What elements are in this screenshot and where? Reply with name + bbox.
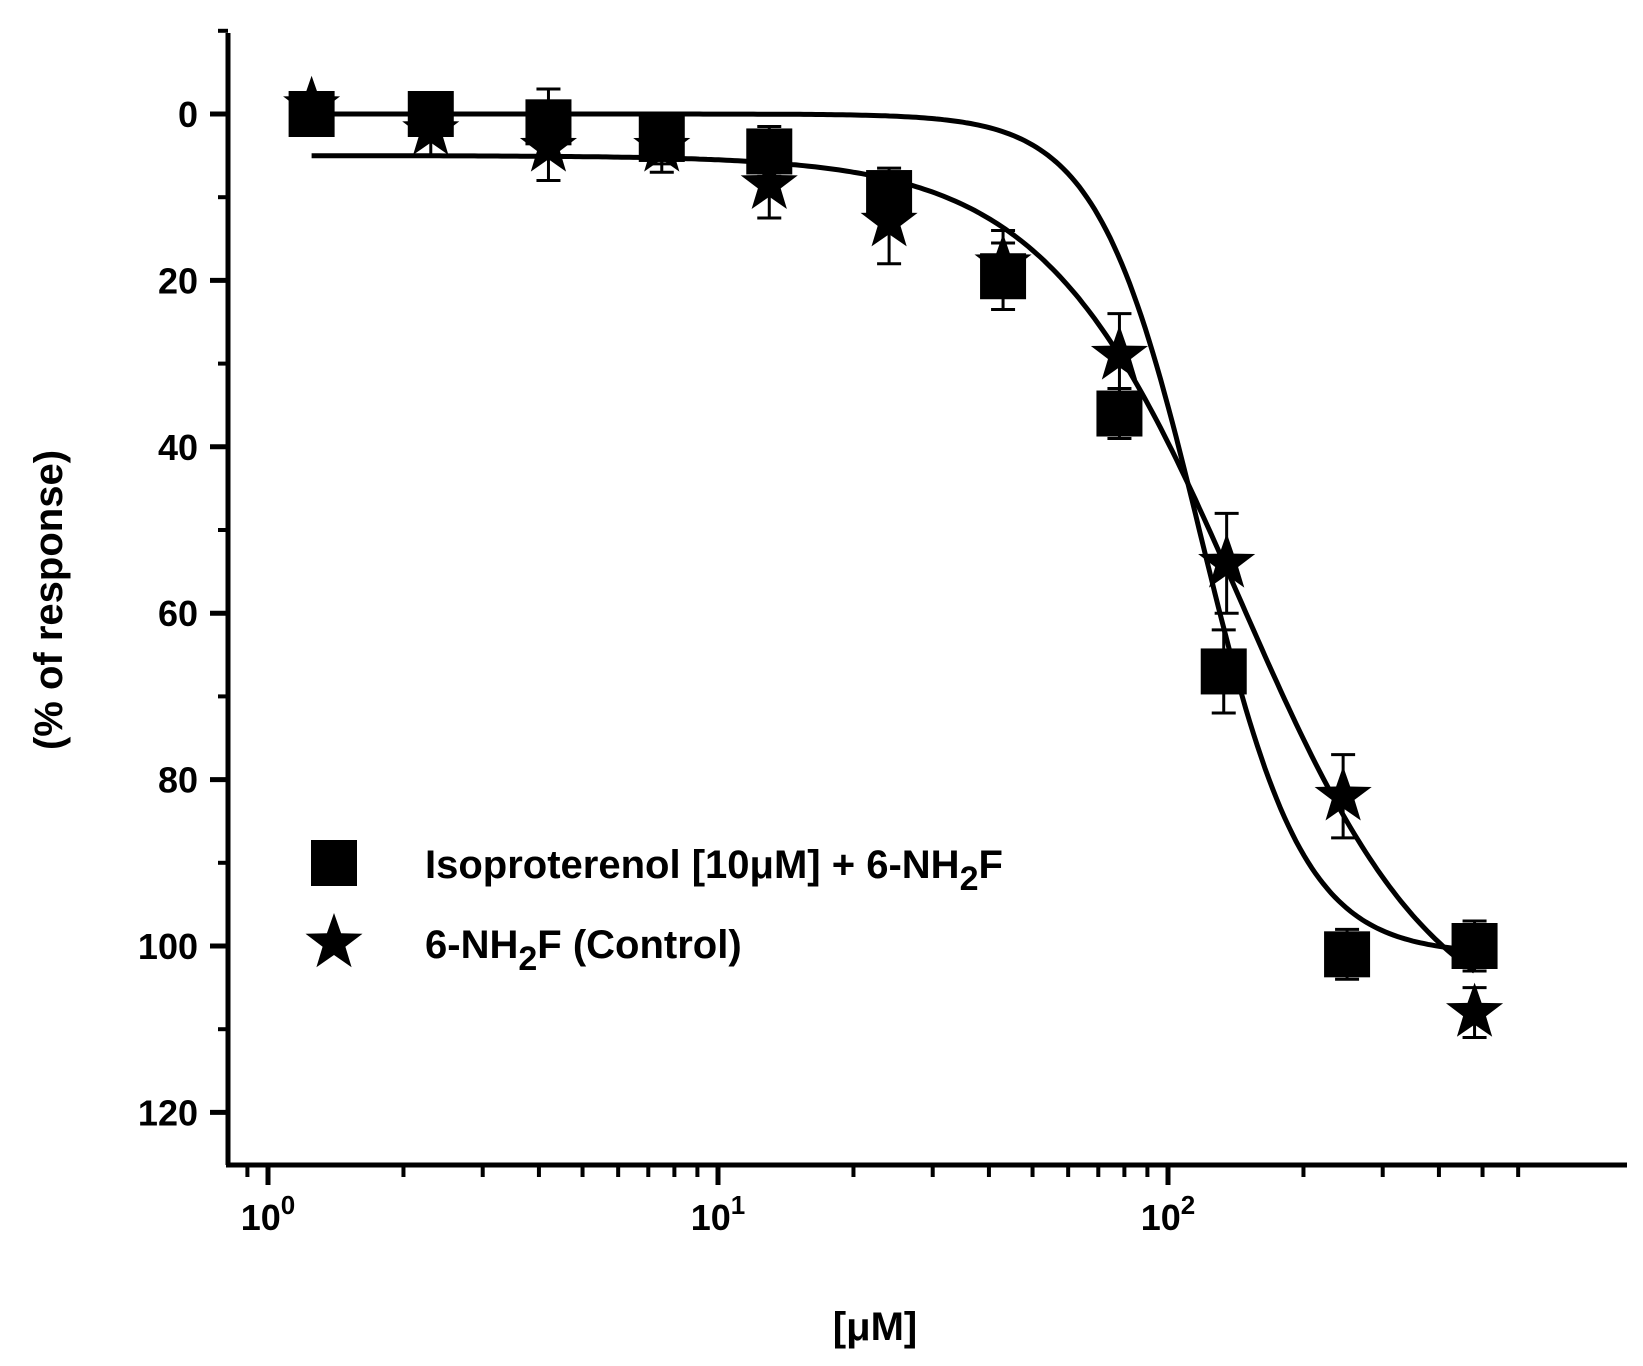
star-marker: [402, 100, 460, 155]
x-tick-label: 102: [1141, 1190, 1196, 1238]
y-ticks: 0 20 40 60 80 100 120: [138, 28, 228, 1133]
star-marker: [1090, 325, 1148, 380]
star-marker: [633, 117, 691, 172]
y-tick-label: 0: [178, 94, 198, 135]
y-tick-label: 120: [138, 1092, 198, 1133]
legend: Isoproterenol [10μM] + 6-NH2F 6-NH2F (Co…: [305, 840, 1003, 978]
data-markers: [283, 75, 1504, 1037]
y-tick-label: 80: [158, 760, 198, 801]
legend-label-isoproterenol: Isoproterenol [10μM] + 6-NH2F: [425, 843, 1003, 898]
star-marker: [860, 192, 918, 247]
square-marker: [1451, 923, 1498, 969]
error-bars: [418, 87, 1487, 1040]
legend-item-control: 6-NH2F (Control): [305, 913, 742, 978]
x-tick-label: 100: [241, 1190, 296, 1238]
square-marker: [1324, 931, 1371, 978]
star-marker: [740, 154, 798, 209]
y-tick-label: 100: [138, 926, 198, 967]
axes: [225, 33, 1627, 1168]
star-marker: [974, 233, 1032, 288]
fit-curve-series-0: [311, 111, 1475, 953]
star-marker: [1314, 766, 1372, 821]
x-tick-label: 101: [691, 1190, 746, 1238]
y-axis-label: (% of response): [27, 450, 71, 750]
x-ticks: 100 101 102: [241, 1165, 1521, 1238]
star-marker: [519, 117, 577, 172]
x-axis-label: [μM]: [833, 1305, 917, 1349]
square-marker: [1096, 390, 1143, 437]
y-tick-label: 40: [158, 427, 198, 468]
star-marker: [283, 75, 341, 130]
square-marker: [1200, 648, 1247, 695]
legend-star-marker: [305, 913, 363, 968]
legend-item-isoproterenol: Isoproterenol [10μM] + 6-NH2F: [311, 840, 1003, 898]
y-tick-label: 20: [158, 260, 198, 301]
star-marker: [1446, 982, 1504, 1037]
legend-label-control: 6-NH2F (Control): [425, 923, 742, 978]
star-marker: [1198, 533, 1256, 588]
legend-square-marker: [311, 840, 357, 886]
y-tick-label: 60: [158, 593, 198, 634]
